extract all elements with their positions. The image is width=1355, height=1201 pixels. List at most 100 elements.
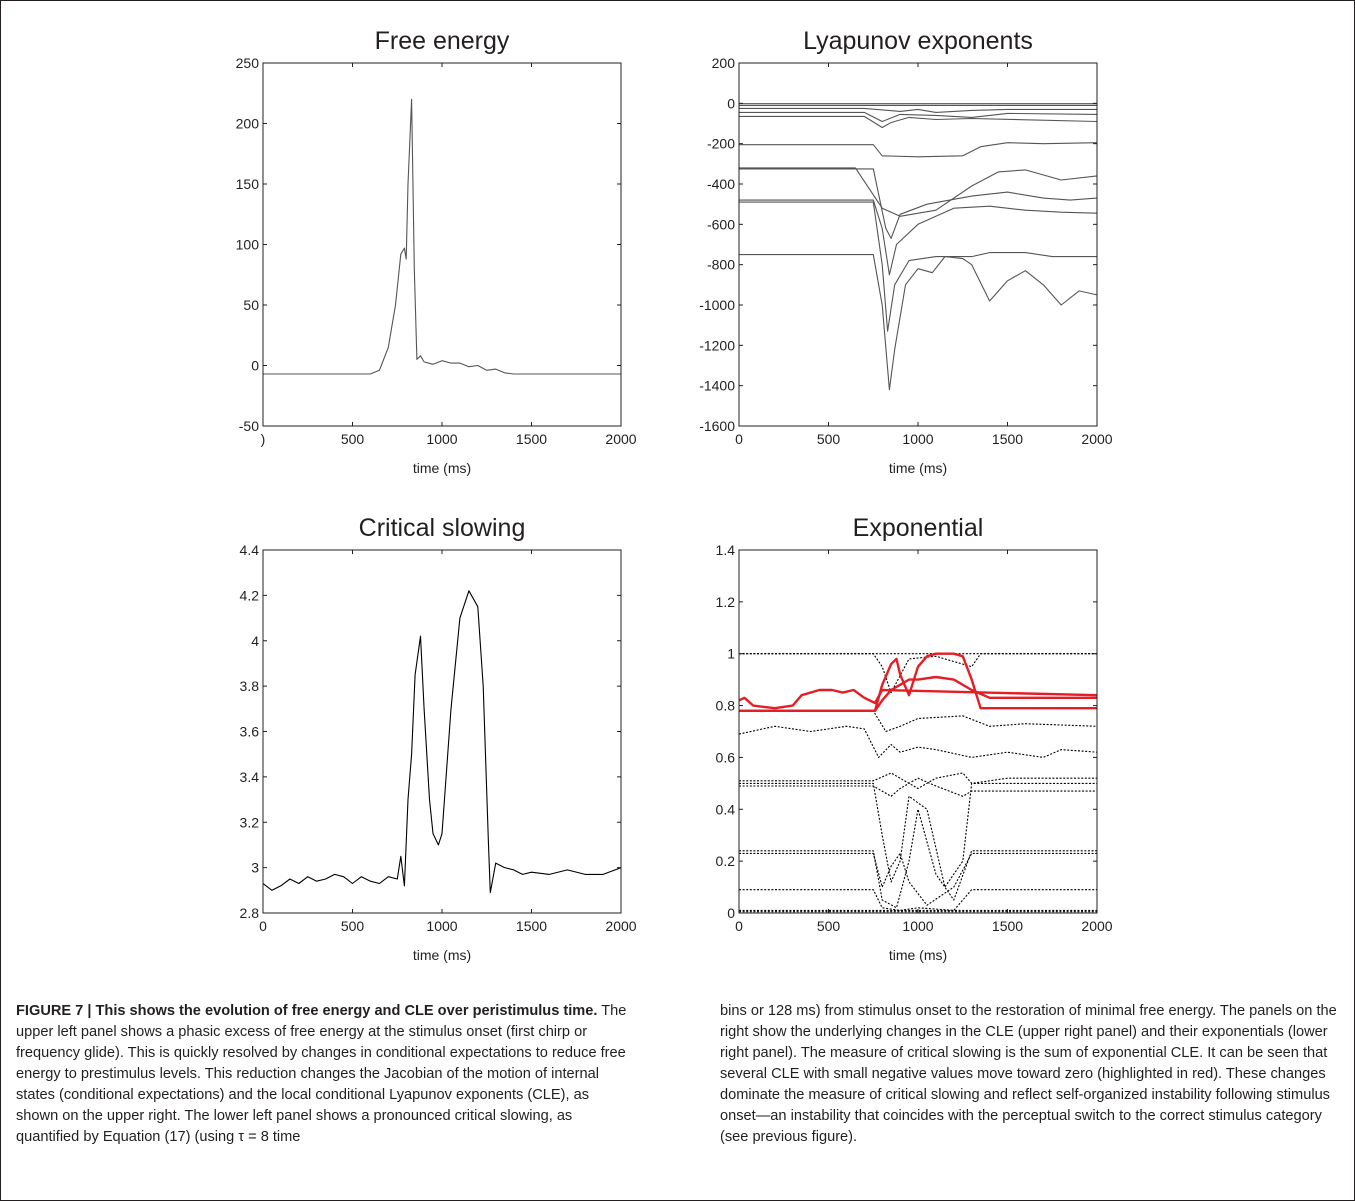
critical-slowing-ytick-label: 4.2 xyxy=(240,587,260,603)
exponential-series-group xyxy=(739,652,1097,913)
lyapunov-series-5 xyxy=(739,142,1097,158)
free-energy-xtick-label: 1000 xyxy=(426,431,457,447)
lyapunov-xtick-label: 500 xyxy=(817,431,841,447)
lyapunov-xtick-label: 1000 xyxy=(902,431,933,447)
critical-slowing-xlabel: time (ms) xyxy=(413,947,471,963)
exponential-series-6 xyxy=(739,782,1097,888)
critical-slowing-xtick-label: 1500 xyxy=(516,918,547,934)
exponential-series-9 xyxy=(739,889,1097,911)
lyapunov-series-2 xyxy=(739,107,1097,113)
exponential-ytick-label: 0.8 xyxy=(716,698,736,714)
lyapunov-ytick-label: -1600 xyxy=(699,418,735,434)
figure-caption: FIGURE 7 | This shows the evolution of f… xyxy=(16,1001,1338,1148)
lyapunov-series-6 xyxy=(739,167,1097,217)
caption-lead: FIGURE 7 | This shows the evolution of f… xyxy=(16,1003,598,1019)
critical-slowing-ytick-label: 2.8 xyxy=(240,905,260,921)
free-energy-ytick-label: -50 xyxy=(239,418,259,434)
free-energy-xtick-label: 500 xyxy=(341,431,365,447)
critical-slowing-ytick-label: 3 xyxy=(251,860,259,876)
free-energy-ytick-label: 250 xyxy=(236,55,260,71)
free-energy-xtick-label: ) xyxy=(261,431,266,447)
critical-slowing-ytick-label: 3.6 xyxy=(240,724,260,740)
free-energy-xlabel: time (ms) xyxy=(413,460,471,476)
lyapunov-series-3 xyxy=(739,111,1097,123)
free-energy-panel: Free energy) 500 1000 1500 2000 -50 0 50 100 150 2… xyxy=(236,27,637,476)
exponential-series-1 xyxy=(739,653,1097,694)
free-energy-ytick-label: 50 xyxy=(243,297,259,313)
lyapunov-series-9 xyxy=(739,201,1097,332)
exponential-ytick-label: 0.4 xyxy=(716,801,736,817)
exponential-ytick-label: 0.2 xyxy=(716,853,736,869)
exponential-ytick-label: 1 xyxy=(727,646,735,662)
lyapunov-ytick-label: -1400 xyxy=(699,378,735,394)
free-energy-series-group xyxy=(263,98,621,375)
exponential-xlabel: time (ms) xyxy=(889,947,947,963)
exponential-xtick-label: 0 xyxy=(735,918,743,934)
exponential-ytick-label: 1.4 xyxy=(716,542,736,558)
lyapunov-series-8 xyxy=(739,199,1097,276)
free-energy-xtick-label: 2000 xyxy=(605,431,636,447)
lyapunov-xlabel: time (ms) xyxy=(889,460,947,476)
caption-left-paragraph: FIGURE 7 | This shows the evolution of f… xyxy=(16,1001,634,1148)
exponential-series-4 xyxy=(739,772,1097,790)
critical-slowing-ytick-label: 3.8 xyxy=(240,678,260,694)
lyapunov-ytick-label: -600 xyxy=(707,216,735,232)
caption-left-column: FIGURE 7 | This shows the evolution of f… xyxy=(16,1001,634,1148)
free-energy-title: Free energy xyxy=(375,27,510,55)
exponential-ytick-label: 0.6 xyxy=(716,749,736,765)
lyapunov-ytick-label: 200 xyxy=(712,55,736,71)
lyapunov-xtick-label: 1500 xyxy=(992,431,1023,447)
exponential-series-2 xyxy=(739,710,1097,733)
critical-slowing-series-group xyxy=(263,590,621,894)
lyapunov-series-10 xyxy=(739,254,1097,391)
critical-slowing-xtick-label: 1000 xyxy=(426,918,457,934)
lyapunov-title: Lyapunov exponents xyxy=(803,27,1033,55)
critical-slowing-xtick-label: 500 xyxy=(341,918,365,934)
lyapunov-ytick-label: 0 xyxy=(727,95,735,111)
critical-slowing-panel: Critical slowing 0 500 1000 1500 2000 2.8 3 3.2 3… xyxy=(240,514,637,963)
exponential-series-13 xyxy=(739,652,1097,712)
exponential-xtick-label: 2000 xyxy=(1081,918,1112,934)
exponential-title: Exponential xyxy=(853,514,984,542)
lyapunov-series-7 xyxy=(739,168,1097,239)
lyapunov-xtick-label: 2000 xyxy=(1081,431,1112,447)
critical-slowing-xtick-label: 0 xyxy=(259,918,267,934)
lyapunov-series-4 xyxy=(739,115,1097,129)
critical-slowing-ytick-label: 3.2 xyxy=(240,814,260,830)
exponential-series-3 xyxy=(739,725,1097,758)
free-energy-ytick-label: 100 xyxy=(236,237,260,253)
exponential-xtick-label: 500 xyxy=(817,918,841,934)
exponential-axes-box xyxy=(738,549,1098,914)
free-energy-ytick-label: 0 xyxy=(251,358,259,374)
exponential-xtick-label: 1000 xyxy=(902,918,933,934)
lyapunov-axes-box xyxy=(738,62,1098,427)
critical-slowing-ytick-label: 3.4 xyxy=(240,769,260,785)
caption-right-column: bins or 128 ms) from stimulus onset to t… xyxy=(720,1001,1338,1148)
exponential-panel: Exponential 0 500 1000 1500 2000 0 0.2 0.4 0.6 0.8… xyxy=(716,514,1113,963)
lyapunov-xtick-label: 0 xyxy=(735,431,743,447)
lyapunov-ytick-label: -200 xyxy=(707,136,735,152)
free-energy-axes-box xyxy=(262,62,622,427)
exponential-series-8 xyxy=(739,852,1097,906)
caption-left-text: The upper left panel shows a phasic exce… xyxy=(16,1003,627,1145)
critical-slowing-axes-box xyxy=(262,549,622,914)
lyapunov-ytick-label: -400 xyxy=(707,176,735,192)
critical-slowing-title: Critical slowing xyxy=(359,514,526,542)
figure-panels: Free energy) 500 1000 1500 2000-500501001502… xyxy=(236,27,1113,963)
lyapunov-ytick-label: -1000 xyxy=(699,297,735,313)
exponential-ytick-label: 0 xyxy=(727,905,735,921)
lyapunov-ytick-label: -1200 xyxy=(699,337,735,353)
free-energy-xtick-label: 1500 xyxy=(516,431,547,447)
free-energy-ytick-label: 150 xyxy=(236,176,260,192)
lyapunov-series-group xyxy=(739,103,1097,391)
caption-right-text: bins or 128 ms) from stimulus onset to t… xyxy=(720,1003,1337,1145)
critical-slowing-ytick-label: 4 xyxy=(251,633,259,649)
exponential-series-5 xyxy=(739,777,1097,797)
lyapunov-ytick-label: -800 xyxy=(707,257,735,273)
free-energy-series-0 xyxy=(263,98,621,375)
exponential-xtick-label: 1500 xyxy=(992,918,1023,934)
exponential-series-14 xyxy=(739,675,1097,712)
free-energy-ytick-label: 200 xyxy=(236,116,260,132)
critical-slowing-series-0 xyxy=(263,590,621,894)
